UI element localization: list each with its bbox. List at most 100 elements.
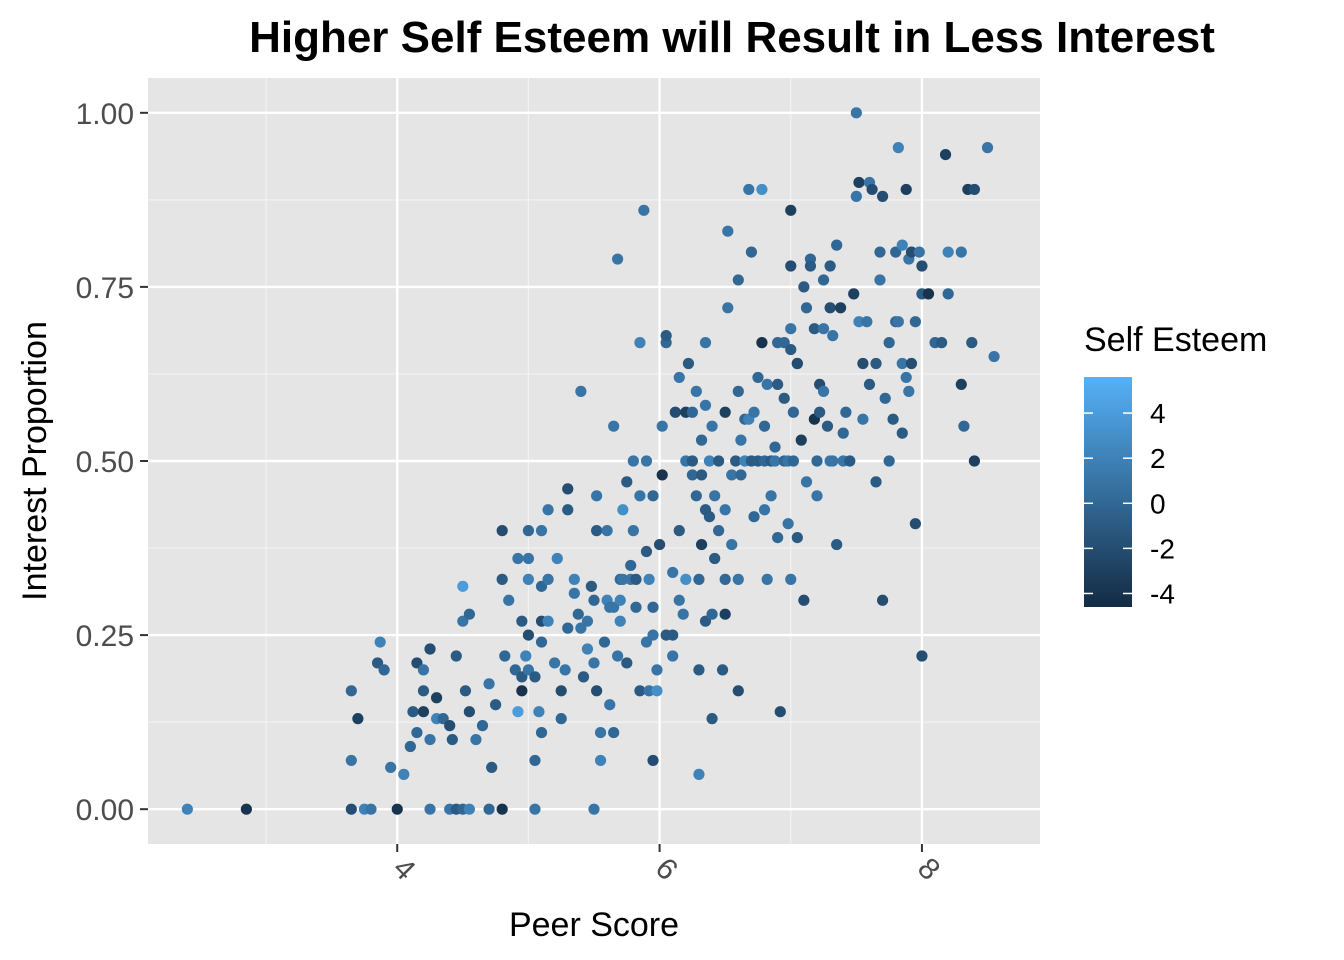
- data-point: [457, 580, 469, 592]
- data-point: [876, 190, 889, 202]
- data-point: [808, 323, 820, 335]
- data-point: [430, 692, 443, 704]
- data-point: [575, 622, 587, 634]
- y-tick-label: 0.75: [76, 272, 134, 305]
- data-point: [374, 636, 386, 648]
- data-point: [621, 476, 633, 488]
- data-point: [730, 455, 742, 467]
- data-point: [874, 274, 886, 286]
- y-tick-label: 0.00: [76, 794, 134, 827]
- data-point: [572, 608, 584, 620]
- data-point: [703, 511, 716, 523]
- data-point: [667, 629, 679, 641]
- data-point: [660, 330, 672, 342]
- data-point: [772, 532, 784, 544]
- data-point: [463, 706, 475, 718]
- data-point: [958, 420, 970, 432]
- data-point: [887, 413, 899, 425]
- data-point: [756, 337, 768, 349]
- data-point: [795, 434, 807, 446]
- data-point: [345, 803, 357, 815]
- data-point: [800, 302, 813, 314]
- data-point: [549, 657, 561, 669]
- data-point: [682, 357, 695, 370]
- data-point: [588, 594, 600, 606]
- data-point: [463, 803, 475, 815]
- data-point: [695, 538, 708, 551]
- data-point: [516, 671, 528, 683]
- data-point: [496, 803, 508, 815]
- data-point: [713, 525, 725, 537]
- data-point: [883, 337, 895, 349]
- data-point: [748, 511, 760, 523]
- data-point: [562, 504, 574, 516]
- data-point: [857, 413, 869, 425]
- data-point: [772, 378, 784, 390]
- data-point: [614, 615, 626, 627]
- data-point: [811, 455, 823, 467]
- data-point: [719, 504, 731, 516]
- data-point: [463, 608, 475, 620]
- data-point: [769, 441, 781, 453]
- data-point: [909, 518, 921, 530]
- data-point: [916, 650, 928, 662]
- data-point: [529, 671, 541, 683]
- data-point: [669, 406, 681, 418]
- data-point: [896, 239, 908, 251]
- data-point: [522, 552, 535, 565]
- legend-colorbar: [1084, 377, 1132, 607]
- data-point: [404, 740, 416, 753]
- data-point: [905, 357, 918, 370]
- data-point: [417, 685, 430, 697]
- data-point: [804, 260, 817, 272]
- data-point: [617, 504, 629, 516]
- data-point: [913, 246, 925, 258]
- data-point: [522, 664, 535, 676]
- data-point: [761, 378, 773, 390]
- data-point: [817, 385, 830, 397]
- data-point: [522, 573, 535, 585]
- data-point: [690, 490, 702, 502]
- data-point: [533, 706, 545, 718]
- data-point: [656, 469, 668, 481]
- data-point: [643, 685, 655, 697]
- data-point: [542, 573, 554, 585]
- data-point: [240, 803, 252, 815]
- data-point: [612, 253, 624, 265]
- data-point: [732, 573, 744, 585]
- data-point: [581, 643, 594, 655]
- data-point: [581, 615, 594, 627]
- data-point: [782, 518, 794, 530]
- data-point: [476, 720, 489, 732]
- data-point: [922, 288, 935, 300]
- legend-title: Self Esteem: [1084, 321, 1267, 359]
- data-point: [651, 685, 663, 697]
- data-point: [874, 246, 886, 258]
- data-point: [850, 190, 862, 202]
- legend-label: -4: [1150, 578, 1175, 609]
- data-point: [352, 713, 364, 725]
- data-point: [598, 636, 611, 648]
- data-point: [653, 538, 666, 551]
- data-point: [562, 483, 574, 495]
- data-point: [437, 713, 449, 725]
- data-point: [424, 803, 436, 815]
- data-point: [601, 525, 613, 537]
- data-point: [450, 650, 462, 662]
- data-point: [892, 142, 904, 154]
- data-point: [827, 455, 839, 467]
- data-point: [850, 107, 862, 119]
- data-point: [706, 420, 718, 432]
- data-point: [726, 469, 738, 481]
- data-point: [503, 594, 515, 606]
- data-point: [900, 371, 912, 384]
- data-point: [446, 733, 458, 746]
- data-point: [890, 246, 902, 258]
- data-point: [824, 260, 836, 272]
- data-point: [748, 406, 760, 418]
- legend-label: 4: [1150, 398, 1166, 429]
- data-point: [417, 706, 430, 718]
- y-axis-title: Interest Proportion: [16, 321, 54, 601]
- data-point: [787, 455, 799, 467]
- data-point: [457, 615, 469, 627]
